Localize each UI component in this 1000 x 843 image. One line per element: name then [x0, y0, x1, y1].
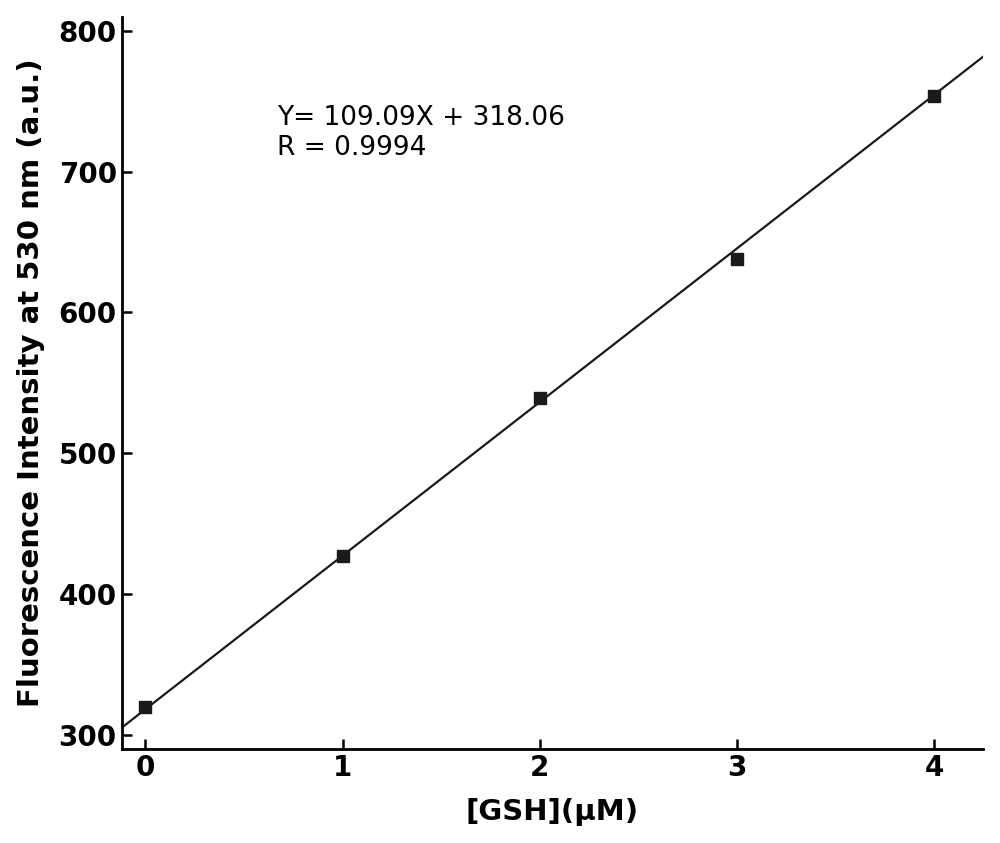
- X-axis label: [GSH](μM): [GSH](μM): [466, 798, 639, 826]
- Y-axis label: Fluorescence Intensity at 530 nm (a.u.): Fluorescence Intensity at 530 nm (a.u.): [17, 58, 45, 707]
- Text: Y= 109.09X + 318.06
R = 0.9994: Y= 109.09X + 318.06 R = 0.9994: [277, 105, 565, 160]
